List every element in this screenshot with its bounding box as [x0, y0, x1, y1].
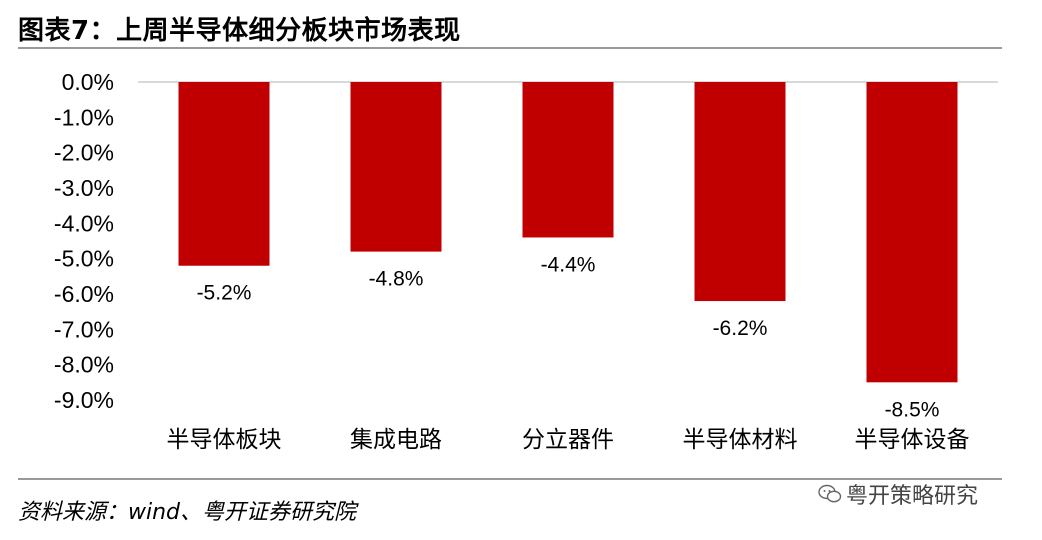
source-note: 资料来源：wind、粤开证券研究院: [18, 500, 357, 525]
data-label: -6.2%: [713, 317, 768, 340]
y-tick-label: 0.0%: [62, 69, 114, 95]
data-label: -4.4%: [541, 253, 596, 276]
x-tick-label: 集成电路: [350, 426, 442, 452]
y-tick-label: -4.0%: [54, 210, 114, 236]
title-divider: [18, 47, 1002, 49]
wechat-icon: [818, 484, 842, 503]
x-tick-label: 半导体板块: [167, 426, 282, 452]
footer-divider: [18, 478, 1002, 480]
y-tick-label: -7.0%: [54, 316, 114, 342]
y-tick-label: -8.0%: [54, 352, 114, 378]
y-tick-label: -9.0%: [54, 387, 114, 413]
y-tick-label: -2.0%: [54, 140, 114, 166]
bar: [350, 82, 442, 252]
data-label: -4.8%: [369, 268, 424, 291]
x-tick-label: 半导体材料: [683, 426, 798, 452]
x-tick-label: 分立器件: [522, 426, 614, 452]
bar: [178, 82, 270, 266]
bar: [694, 82, 786, 302]
watermark-text: 粤开策略研究: [846, 484, 979, 509]
y-tick-label: -1.0%: [54, 104, 114, 130]
y-tick-label: -3.0%: [54, 175, 114, 201]
y-tick-label: -6.0%: [54, 281, 114, 307]
bar: [522, 82, 614, 238]
figure-title: 图表7：上周半导体细分板块市场表现: [18, 16, 461, 46]
bar: [866, 82, 958, 383]
y-tick-label: -5.0%: [54, 246, 114, 272]
watermark: 粤开策略研究: [818, 478, 978, 510]
x-tick-label: 半导体设备: [855, 426, 970, 452]
data-label: -5.2%: [197, 282, 252, 305]
data-label: -8.5%: [885, 398, 940, 421]
